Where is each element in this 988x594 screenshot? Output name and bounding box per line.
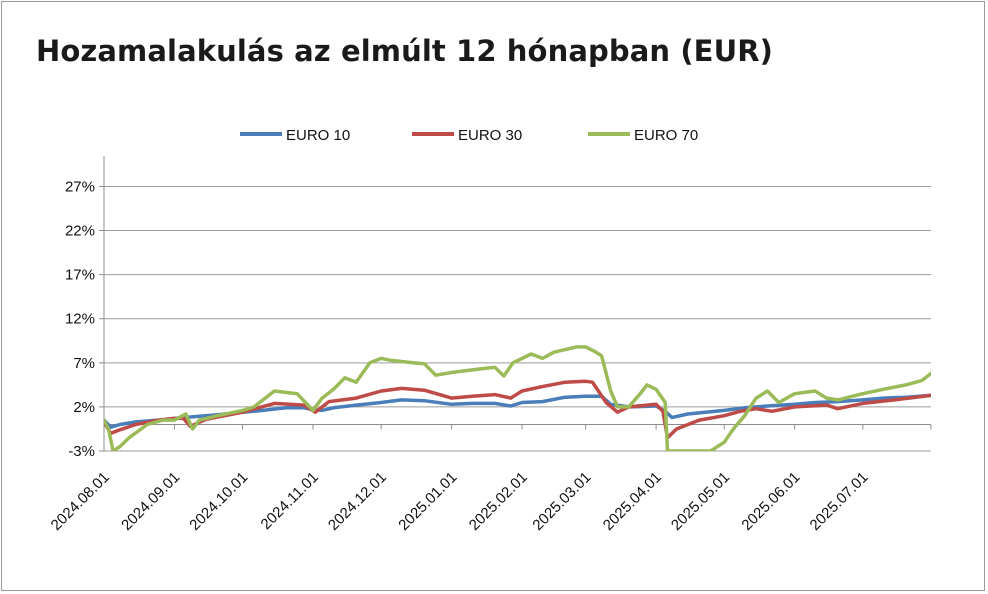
- y-tick-labels: -3% 2% 7% 12% 17% 22% 27%: [65, 178, 95, 460]
- y-tick-label: 12%: [65, 311, 95, 328]
- x-tick-label: 2025.03.01: [529, 469, 594, 534]
- legend-entry: EURO 30: [412, 127, 522, 144]
- legend-label: EURO 30: [458, 127, 522, 144]
- x-tick-label: 2025.06.01: [738, 469, 803, 534]
- series-line-euro-70: [104, 345, 931, 451]
- x-tick-label: 2024.08.01: [48, 469, 113, 534]
- x-tick-label: 2024.09.01: [118, 469, 183, 534]
- x-tick-label: 2025.04.01: [600, 469, 665, 534]
- legend-entry: EURO 70: [588, 127, 698, 144]
- legend-label: EURO 70: [634, 127, 698, 144]
- gridlines: [104, 185, 931, 452]
- x-tick-label: 2025.02.01: [466, 469, 531, 534]
- y-tick-label: 27%: [65, 178, 95, 195]
- series-line-euro-30: [104, 379, 931, 440]
- x-tick-label: 2024.11.01: [258, 469, 322, 533]
- x-tick-labels: 2024.08.01 2024.09.01 2024.10.01 2024.11.01…: [48, 469, 872, 534]
- legend-entry: EURO 10: [240, 127, 350, 144]
- y-tick-label: 2%: [73, 399, 95, 416]
- y-tick-label: -3%: [68, 443, 95, 460]
- chart-title: Hozamalakulás az elmúlt 12 hónapban (EUR…: [36, 34, 774, 68]
- axes: [99, 156, 932, 452]
- x-tick-label: 2025.01.01: [395, 469, 460, 534]
- series-line-euro-10: [104, 393, 931, 429]
- series-lines: [104, 345, 931, 451]
- y-tick-label: 22%: [65, 223, 95, 240]
- legend-label: EURO 10: [286, 127, 350, 144]
- x-tick-label: 2024.10.01: [186, 469, 251, 534]
- y-tick-label: 17%: [65, 267, 95, 284]
- x-tick-label: 2025.07.01: [807, 469, 872, 534]
- x-tick-label: 2024.12.01: [325, 469, 390, 534]
- y-tick-label: 7%: [73, 355, 95, 372]
- legend: EURO 10 EURO 30 EURO 70: [240, 127, 698, 144]
- x-tick-label: 2025.05.01: [668, 469, 733, 534]
